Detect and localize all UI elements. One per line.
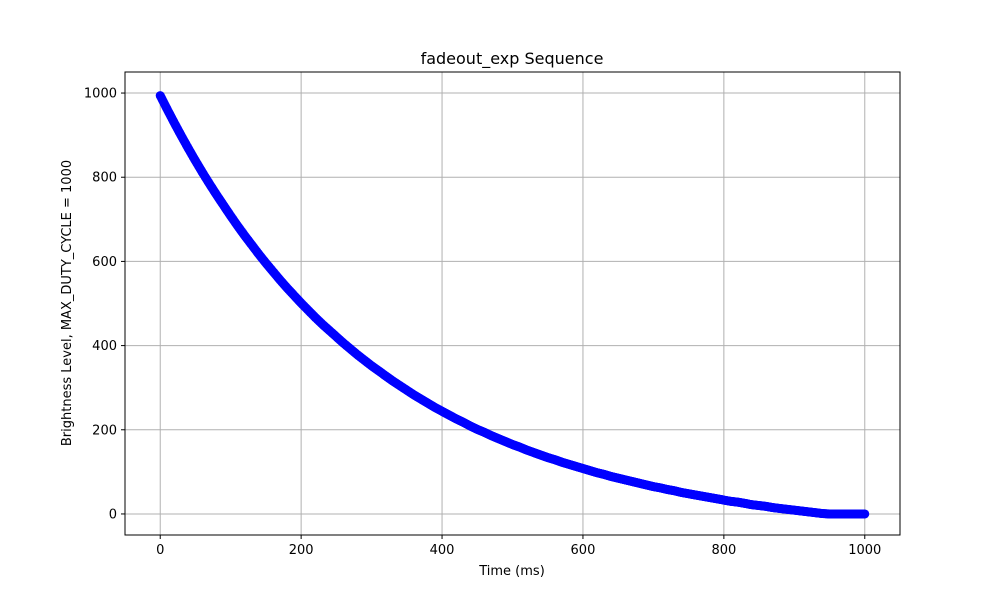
y-tick-label: 800 [92, 171, 117, 186]
y-tick-label: 400 [92, 339, 117, 354]
plot-frame [124, 71, 901, 536]
y-tick-label: 1000 [84, 87, 117, 102]
axis-ticks: 0 200 400 600 800 1000 0 200 400 600 800 1000 [84, 87, 881, 558]
x-tick-label: 0 [156, 543, 164, 558]
chart-title: fadeout_exp Sequence [421, 49, 604, 69]
y-tick-label: 0 [109, 507, 117, 522]
x-axis-title: Time (ms) [478, 564, 545, 579]
x-tick-label: 400 [430, 543, 455, 558]
y-axis-title: Brightness Level, MAX_DUTY_CYCLE = 1000 [60, 160, 75, 446]
plot-area [125, 72, 900, 535]
x-tick-label: 600 [571, 543, 596, 558]
data-point-fill [859, 509, 869, 519]
x-tick-label: 200 [289, 543, 314, 558]
x-tick-label: 1000 [848, 543, 881, 558]
x-tick-label: 800 [711, 543, 736, 558]
y-tick-label: 600 [92, 255, 117, 270]
grid [125, 72, 900, 535]
data-points [155, 91, 870, 519]
y-tick-label: 200 [92, 423, 117, 438]
